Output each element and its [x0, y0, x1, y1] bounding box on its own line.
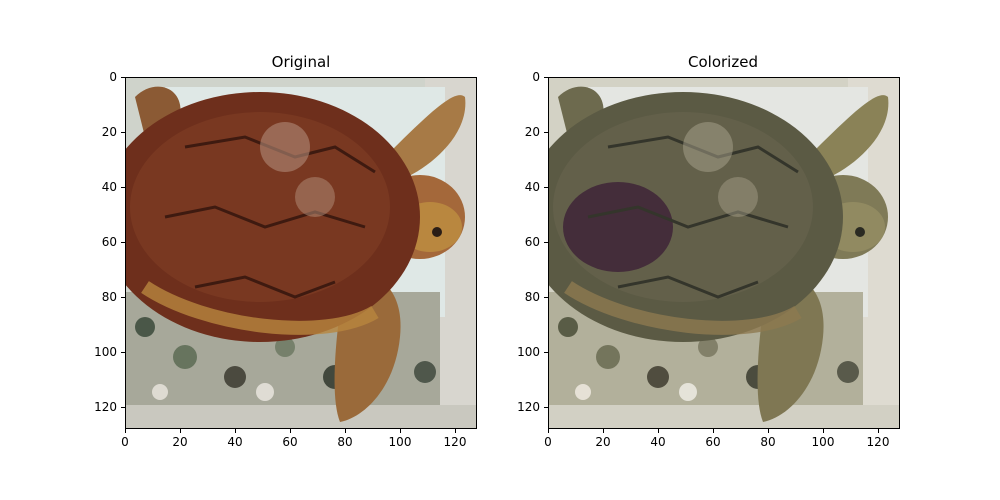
y-tick-label: 100 — [94, 345, 117, 359]
axes-colorized — [548, 77, 900, 429]
x-tick-mark — [454, 429, 456, 433]
axes-original — [125, 77, 477, 429]
y-tick-mark — [544, 351, 548, 353]
x-tick-mark — [712, 429, 714, 433]
turtle-photo-original — [125, 77, 477, 429]
y-tick-mark — [121, 186, 125, 188]
x-tick-label: 0 — [121, 435, 129, 449]
x-tick-label: 120 — [443, 435, 467, 449]
x-tick-mark — [602, 429, 604, 433]
y-tick-mark — [544, 76, 548, 78]
x-tick-label: 120 — [866, 435, 890, 449]
y-tick-label: 100 — [517, 345, 540, 359]
x-tick-label: 20 — [172, 435, 188, 449]
x-tick-label: 80 — [337, 435, 353, 449]
y-tick-label: 40 — [524, 180, 540, 194]
x-tick-label: 20 — [595, 435, 611, 449]
y-tick-mark — [121, 406, 125, 408]
y-tick-label: 20 — [101, 125, 117, 139]
turtle-image-colorized — [548, 77, 900, 429]
y-tick-label: 80 — [524, 290, 540, 304]
y-tick-label: 0 — [109, 70, 117, 84]
x-tick-mark — [344, 429, 346, 433]
x-tick-label: 0 — [544, 435, 552, 449]
y-tick-mark — [544, 131, 548, 133]
y-tick-label: 60 — [101, 235, 117, 249]
y-tick-mark — [544, 241, 548, 243]
x-tick-mark — [657, 429, 659, 433]
y-tick-mark — [121, 351, 125, 353]
y-tick-mark — [544, 186, 548, 188]
turtle-image-original — [125, 77, 477, 429]
x-tick-label: 80 — [760, 435, 776, 449]
panel-title-original: Original — [271, 53, 331, 71]
y-tick-label: 20 — [524, 125, 540, 139]
y-tick-label: 0 — [532, 70, 540, 84]
y-tick-mark — [121, 76, 125, 78]
y-tick-label: 80 — [101, 290, 117, 304]
x-tick-mark — [234, 429, 236, 433]
x-tick-label: 40 — [650, 435, 666, 449]
y-tick-label: 60 — [524, 235, 540, 249]
x-tick-mark — [179, 429, 181, 433]
x-tick-label: 100 — [811, 435, 835, 449]
y-tick-mark — [121, 131, 125, 133]
x-tick-mark — [547, 429, 549, 433]
x-tick-label: 100 — [388, 435, 412, 449]
y-tick-label: 120 — [517, 400, 540, 414]
y-tick-mark — [544, 296, 548, 298]
x-tick-mark — [767, 429, 769, 433]
x-tick-label: 40 — [227, 435, 243, 449]
x-tick-mark — [399, 429, 401, 433]
x-tick-mark — [289, 429, 291, 433]
x-tick-mark — [877, 429, 879, 433]
panel-title-colorized: Colorized — [688, 53, 758, 71]
y-tick-label: 40 — [101, 180, 117, 194]
x-tick-mark — [124, 429, 126, 433]
turtle-photo-colorized — [548, 77, 900, 429]
x-tick-label: 60 — [705, 435, 721, 449]
y-tick-mark — [121, 241, 125, 243]
x-tick-label: 60 — [282, 435, 298, 449]
y-tick-mark — [544, 406, 548, 408]
x-tick-mark — [822, 429, 824, 433]
y-tick-mark — [121, 296, 125, 298]
y-tick-label: 120 — [94, 400, 117, 414]
